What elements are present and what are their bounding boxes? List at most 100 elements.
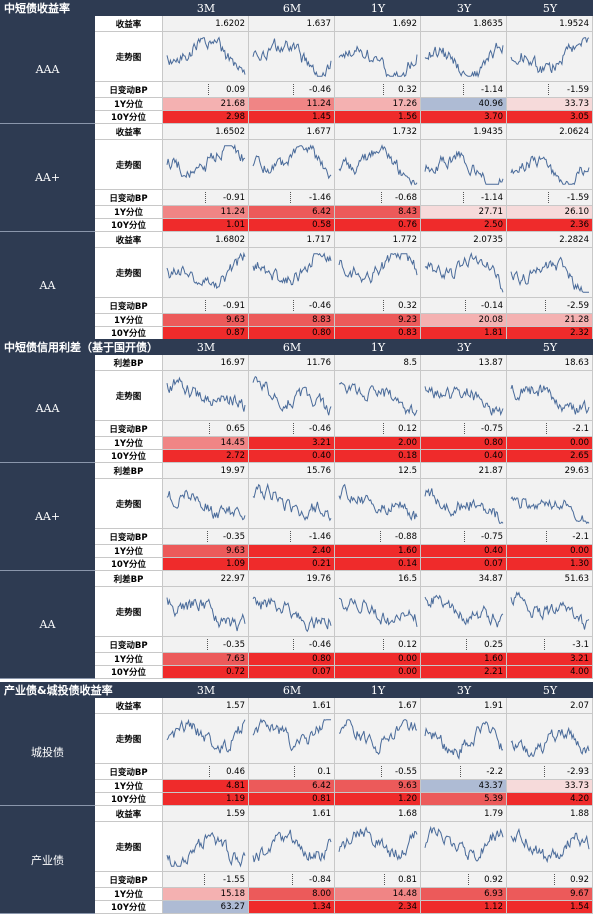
change-marker [383, 423, 384, 434]
sparkline-path [424, 42, 503, 78]
sparkline-path [252, 143, 331, 179]
daily-change-cell: -0.46 [249, 421, 335, 437]
percentile-10y-cell: 0.21 [249, 558, 335, 571]
percentile-1y-cell: 9.63 [335, 780, 421, 793]
daily-change-cell: -1.46 [249, 190, 335, 206]
daily-change-cell: 0.09 [163, 82, 249, 98]
percentile-10y-label: 10Y分位 [95, 558, 163, 571]
sparkline [338, 483, 417, 521]
trend-cell [421, 714, 507, 764]
trend-cell [163, 479, 249, 529]
column-header-5y: 5Y [542, 683, 558, 697]
value-cell: 1.637 [249, 16, 335, 32]
sparkline [338, 718, 417, 755]
value-cell: 51.63 [507, 571, 593, 587]
trend-cell [507, 248, 593, 298]
trend-cell [163, 587, 249, 637]
percentile-10y-cell: 1.20 [335, 793, 421, 806]
trend-cell [335, 479, 421, 529]
section-title: 中短债信用利差（基于国开债） [4, 341, 158, 354]
sparkline [166, 831, 245, 868]
percentile-1y-cell: 40.96 [421, 98, 507, 111]
percentile-1y-cell: 3.21 [249, 437, 335, 450]
value-cell: 2.2824 [507, 232, 593, 248]
percentile-1y-cell: 1.60 [421, 653, 507, 666]
percentile-1y-cell: 0.80 [421, 437, 507, 450]
value-cell: 1.8635 [421, 16, 507, 32]
column-header-1y: 1Y [370, 683, 386, 697]
percentile-1y-label: 1Y分位 [95, 780, 163, 793]
percentile-1y-cell: 9.63 [163, 545, 249, 558]
value-cell: 18.63 [507, 355, 593, 371]
sparkline [424, 825, 503, 862]
sparkline [424, 594, 503, 627]
sparkline [338, 143, 417, 186]
trend-cell [507, 479, 593, 529]
trend-cell [163, 248, 249, 298]
group-label: AA+ [0, 124, 95, 232]
percentile-10y-cell: 1.12 [421, 901, 507, 914]
sparkline [166, 143, 245, 178]
percentile-1y-cell: 9.67 [507, 888, 593, 901]
percentile-10y-cell: 1.19 [163, 793, 249, 806]
value-label: 利差BP [95, 355, 163, 371]
sparkline [510, 590, 589, 630]
trend-cell [507, 714, 593, 764]
sparkline [252, 37, 331, 77]
group-label: AA [0, 571, 95, 679]
percentile-10y-cell: 0.81 [249, 793, 335, 806]
sparkline-path [510, 590, 589, 630]
sparkline [424, 487, 503, 524]
sparkline-path [510, 36, 589, 73]
trend-label: 走势图 [95, 822, 163, 872]
change-marker [208, 84, 209, 95]
change-marker [207, 639, 208, 650]
daily-change-cell: -2.2 [421, 764, 507, 780]
sparkline-path [424, 825, 503, 862]
sparkline-path [424, 487, 503, 524]
percentile-1y-cell: 8.83 [249, 314, 335, 327]
percentile-10y-cell: 2.65 [507, 450, 593, 463]
value-label: 收益率 [95, 698, 163, 714]
change-marker [292, 874, 293, 885]
change-marker [209, 766, 210, 777]
value-cell: 2.07 [507, 698, 593, 714]
trend-cell [249, 140, 335, 190]
value-cell: 21.87 [421, 463, 507, 479]
column-header-3m: 3M [196, 340, 216, 354]
sparkline [252, 482, 331, 521]
trend-cell [249, 479, 335, 529]
change-marker [293, 423, 294, 434]
trend-label: 走势图 [95, 32, 163, 82]
daily-change-cell: 0.32 [335, 82, 421, 98]
change-marker [384, 874, 385, 885]
sparkline-path [338, 44, 417, 77]
sparkline-path [338, 718, 417, 755]
value-cell: 12.5 [335, 463, 421, 479]
percentile-10y-cell: 0.72 [163, 666, 249, 679]
group-label: 城投债 [0, 698, 95, 806]
trend-cell [507, 371, 593, 421]
value-cell: 1.717 [249, 232, 335, 248]
sparkline-path [166, 375, 245, 412]
trend-cell [249, 248, 335, 298]
percentile-1y-cell: 3.21 [507, 653, 593, 666]
sparkline-path [166, 251, 245, 289]
section-header: 中短债信用利差（基于国开债） 3M 6M 1Y 3Y 5Y [0, 339, 593, 355]
daily-change-label: 日变动BP [95, 637, 163, 653]
value-cell: 16.5 [335, 571, 421, 587]
change-marker [383, 84, 384, 95]
value-cell: 16.97 [163, 355, 249, 371]
sparkline-path [252, 829, 331, 862]
column-header-3m: 3M [196, 683, 216, 697]
daily-change-cell: 0.1 [249, 764, 335, 780]
sparkline [166, 718, 245, 753]
value-cell: 22.97 [163, 571, 249, 587]
sparkline-path [252, 482, 331, 521]
value-cell: 1.61 [249, 806, 335, 822]
daily-change-cell: -0.75 [421, 421, 507, 437]
sparkline [252, 251, 331, 285]
percentile-1y-cell: 20.08 [421, 314, 507, 327]
percentile-10y-label: 10Y分位 [95, 450, 163, 463]
sparkline [338, 251, 417, 284]
